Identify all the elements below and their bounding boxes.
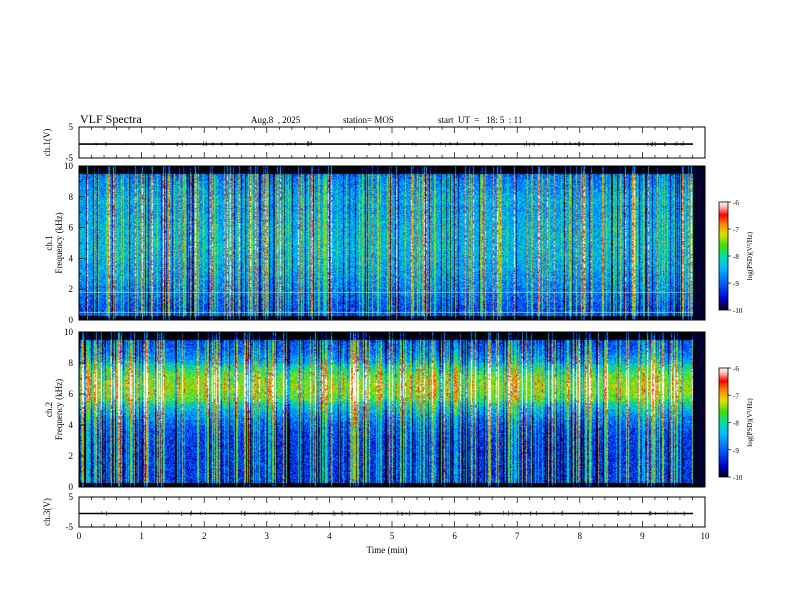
station-label: station= MOS	[343, 115, 394, 125]
y-tick-label-ch2-spectrogram: 0	[69, 482, 74, 492]
chart-title: VLF Spectra	[80, 112, 142, 126]
colorbar-label: log(PSD)(V²/Hz)	[746, 231, 754, 280]
colorbar-label: log(PSD)(V²/Hz)	[746, 398, 754, 447]
x-tick-label: 9	[640, 531, 645, 541]
x-tick-label: 2	[202, 531, 207, 541]
start-time-label: start UT = 18: 5 : 11	[438, 115, 523, 125]
y-axis-label-ch1-spectrogram: ch.1	[44, 235, 54, 250]
y-tick-label-ch1-spectrogram: 10	[64, 161, 74, 171]
x-tick-label: 7	[515, 531, 520, 541]
y-tick-label-ch1-spectrogram: 0	[69, 315, 74, 325]
y-tick-label-ch3-waveform: 5	[69, 492, 74, 502]
y-axis-label-ch2-spectrogram: ch.2	[44, 402, 54, 417]
x-tick-label: 4	[327, 531, 332, 541]
colorbar-tick-label: -8	[733, 253, 739, 261]
colorbar-tick-label: -6	[733, 365, 739, 373]
colorbar-tick-label: -9	[733, 280, 739, 288]
y-tick-label-ch2-spectrogram: 8	[69, 358, 74, 368]
x-tick-label: 8	[578, 531, 583, 541]
y-tick-label-ch2-spectrogram: 4	[69, 420, 74, 430]
y-axis-label-ch2-spectrogram: Frequency (kHz)	[54, 379, 64, 440]
colorbar-tick-label: -10	[733, 474, 743, 482]
colorbar-ch1-spectrogram	[718, 201, 729, 311]
y-tick-label-ch1-waveform: -5	[66, 153, 74, 163]
x-tick-label: 10	[701, 531, 711, 541]
y-tick-label-ch2-spectrogram: 10	[64, 327, 74, 337]
y-tick-label-ch1-spectrogram: 6	[69, 223, 74, 233]
ch2-spectrogram-image	[79, 332, 705, 487]
colorbar-tick-label: -6	[733, 199, 739, 207]
x-tick-label: 1	[139, 531, 144, 541]
colorbar-tick-label: -7	[733, 226, 739, 234]
date-label: Aug.8 , 2025	[251, 115, 301, 125]
colorbar-tick-label: -8	[733, 420, 739, 428]
y-tick-label-ch2-spectrogram: 2	[69, 451, 74, 461]
y-tick-label-ch2-spectrogram: 6	[69, 389, 74, 399]
y-tick-label-ch3-waveform: -5	[66, 522, 74, 532]
x-tick-label: 3	[265, 531, 270, 541]
y-axis-label-ch1-waveform: ch.1(V)	[42, 129, 52, 157]
colorbar-tick-label: -10	[733, 307, 743, 315]
x-axis-label: Time (min)	[367, 545, 408, 555]
x-tick-label: 5	[390, 531, 395, 541]
y-axis-label-ch1-spectrogram: Frequency (kHz)	[54, 212, 64, 273]
colorbar-ch2-spectrogram	[718, 367, 729, 478]
y-tick-label-ch1-spectrogram: 2	[69, 284, 74, 294]
ch1-spectrogram-image	[79, 166, 705, 320]
colorbar-tick-label: -9	[733, 447, 739, 455]
x-tick-label: 0	[77, 531, 82, 541]
y-tick-label-ch1-spectrogram: 4	[69, 253, 74, 263]
x-tick-label: 6	[452, 531, 457, 541]
y-tick-label-ch1-spectrogram: 8	[69, 192, 74, 202]
y-tick-label-ch1-waveform: 5	[69, 122, 74, 132]
y-axis-label-ch3-waveform: ch.3(V)	[42, 498, 52, 526]
colorbar-tick-label: -7	[733, 392, 739, 400]
